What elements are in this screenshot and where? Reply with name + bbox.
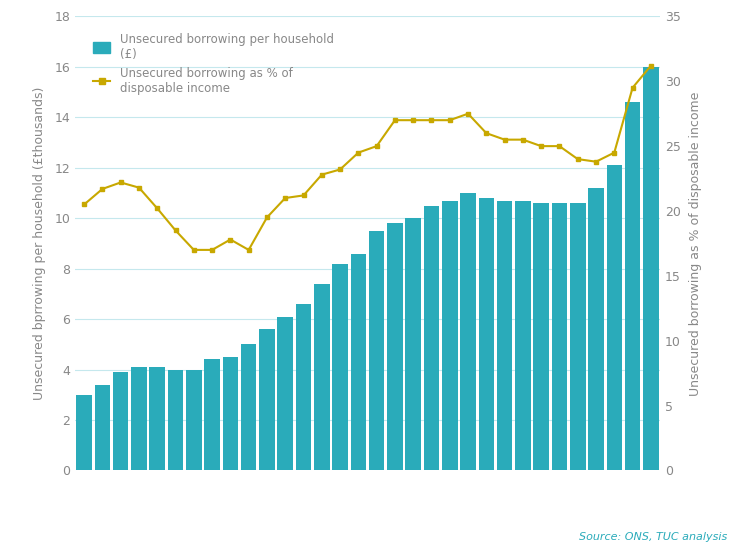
- Bar: [643, 67, 658, 470]
- Bar: [478, 198, 494, 470]
- Bar: [113, 372, 128, 470]
- Bar: [131, 367, 147, 470]
- Bar: [168, 370, 183, 470]
- Bar: [387, 223, 403, 470]
- Bar: [515, 201, 531, 470]
- Bar: [350, 253, 366, 470]
- Bar: [533, 203, 549, 470]
- Bar: [625, 102, 640, 470]
- Bar: [424, 206, 439, 470]
- Bar: [588, 188, 604, 470]
- Bar: [406, 218, 421, 470]
- Bar: [552, 203, 567, 470]
- Bar: [496, 201, 512, 470]
- Bar: [94, 385, 110, 470]
- Bar: [314, 284, 329, 470]
- Bar: [186, 370, 202, 470]
- Bar: [278, 317, 293, 470]
- Y-axis label: Unsecured borrowing as % of disposable income: Unsecured borrowing as % of disposable i…: [689, 91, 702, 395]
- Text: Source: ONS, TUC analysis: Source: ONS, TUC analysis: [579, 532, 728, 542]
- Bar: [260, 329, 274, 470]
- Bar: [223, 357, 238, 470]
- Bar: [460, 193, 476, 470]
- Legend: Unsecured borrowing per household
(£), Unsecured borrowing as % of
disposable in: Unsecured borrowing per household (£), U…: [87, 27, 340, 101]
- Bar: [204, 359, 220, 470]
- Bar: [76, 395, 92, 470]
- Bar: [442, 201, 458, 470]
- Bar: [570, 203, 586, 470]
- Bar: [607, 165, 622, 470]
- Bar: [369, 231, 385, 470]
- Bar: [296, 304, 311, 470]
- Bar: [149, 367, 165, 470]
- Bar: [241, 344, 256, 470]
- Y-axis label: Unsecured bprrowing per household (£thousands): Unsecured bprrowing per household (£thou…: [33, 87, 46, 400]
- Bar: [332, 264, 348, 470]
